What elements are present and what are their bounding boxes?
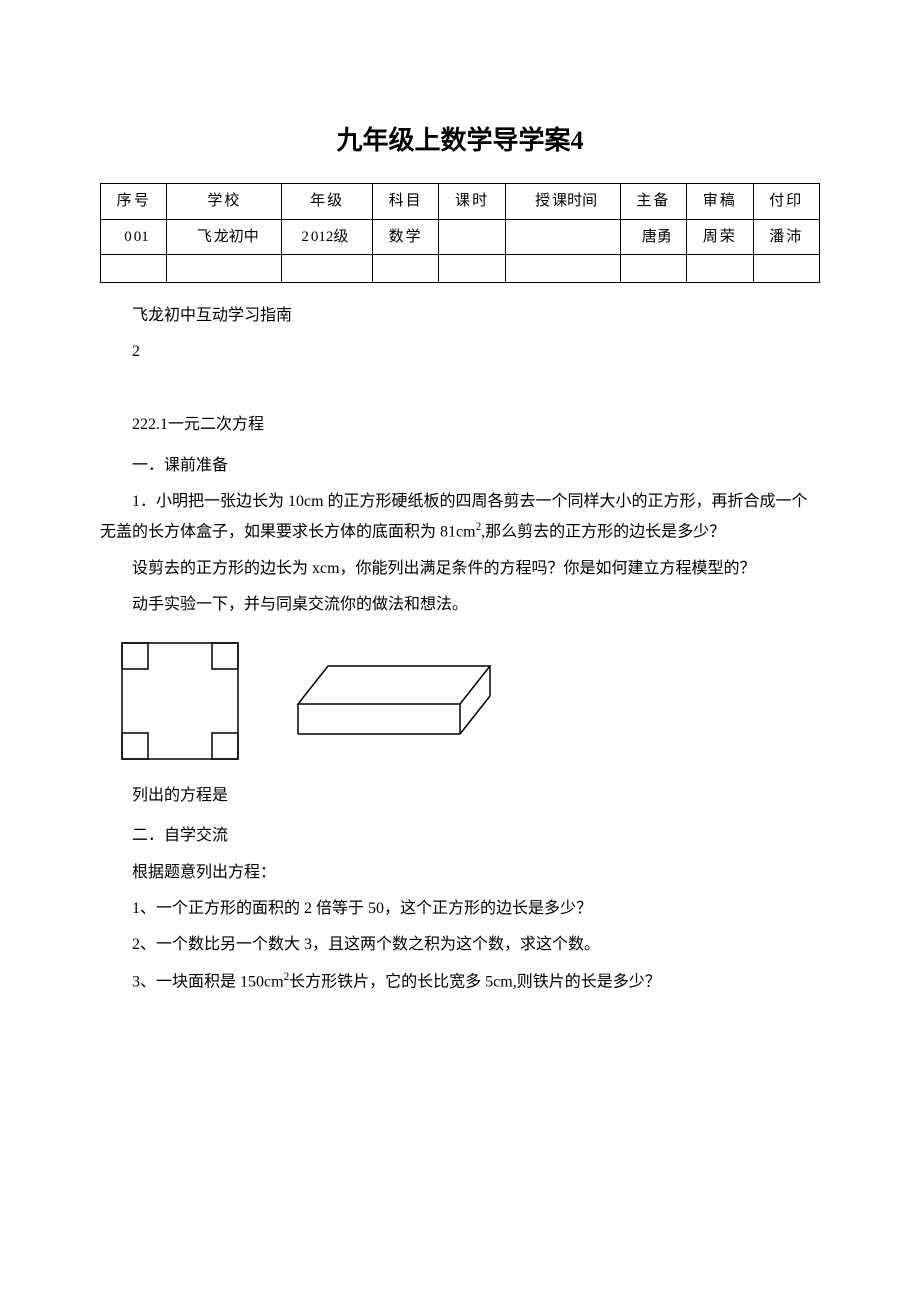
question-2: 2、一个数比另一个数大 3，且这两个数之积为这个数，求这个数。 bbox=[100, 930, 820, 960]
cell-seq: 001 bbox=[101, 219, 167, 255]
table-empty-row bbox=[101, 255, 820, 283]
problem-1: 1．小明把一张边长为 10cm 的正方形硬纸板的四周各剪去一个同样大小的正方形，… bbox=[100, 487, 820, 548]
col-grade: 年级 bbox=[282, 184, 373, 220]
col-seq: 序号 bbox=[101, 184, 167, 220]
diagram-row bbox=[120, 641, 820, 761]
problem-1-sub1: 设剪去的正方形的边长为 xcm，你能列出满足条件的方程吗？你是如何建立方程模型的… bbox=[100, 554, 820, 584]
info-table: 序号 学校 年级 科目 课时 授课时间 主备 审稿 付印 001 飞龙初中 20… bbox=[100, 183, 820, 283]
col-hours: 课时 bbox=[439, 184, 505, 220]
question-3: 3、一块面积是 150cm2长方形铁片，它的长比宽多 5cm,则铁片的长是多少？ bbox=[100, 967, 820, 998]
col-school: 学校 bbox=[167, 184, 282, 220]
table-header-row: 序号 学校 年级 科目 课时 授课时间 主备 审稿 付印 bbox=[101, 184, 820, 220]
cell-review: 周荣 bbox=[687, 219, 753, 255]
problem-1-sub2: 动手实验一下，并与同桌交流你的做法和想法。 bbox=[100, 590, 820, 620]
section-1-title: 一．课前准备 bbox=[100, 451, 820, 481]
equation-label: 列出的方程是 bbox=[100, 781, 820, 811]
col-subject: 科目 bbox=[372, 184, 438, 220]
cell-hours bbox=[439, 219, 505, 255]
question-1: 1、一个正方形的面积的 2 倍等于 50，这个正方形的边长是多少？ bbox=[100, 894, 820, 924]
col-author: 主备 bbox=[620, 184, 686, 220]
subtitle-2: 2 bbox=[100, 337, 820, 367]
cell-print: 潘沛 bbox=[753, 219, 820, 255]
cell-grade: 2012级 bbox=[282, 219, 373, 255]
square-cut-diagram bbox=[120, 641, 240, 761]
subtitle-1: 飞龙初中互动学习指南 bbox=[100, 301, 820, 331]
cell-date bbox=[505, 219, 620, 255]
section-2-title: 二．自学交流 bbox=[100, 821, 820, 851]
open-box-diagram bbox=[290, 656, 500, 746]
cell-author: 唐勇 bbox=[620, 219, 686, 255]
instruction: 根据题意列出方程： bbox=[100, 858, 820, 888]
page-title: 九年级上数学导学案4 bbox=[100, 120, 820, 157]
spacer bbox=[100, 374, 820, 404]
chapter-title: 222.1一元二次方程 bbox=[100, 410, 820, 440]
cell-subject: 数学 bbox=[372, 219, 438, 255]
cell-school: 飞龙初中 bbox=[167, 219, 282, 255]
col-date: 授课时间 bbox=[505, 184, 620, 220]
col-review: 审稿 bbox=[687, 184, 753, 220]
col-print: 付印 bbox=[753, 184, 820, 220]
table-data-row: 001 飞龙初中 2012级 数学 唐勇 周荣 潘沛 bbox=[101, 219, 820, 255]
